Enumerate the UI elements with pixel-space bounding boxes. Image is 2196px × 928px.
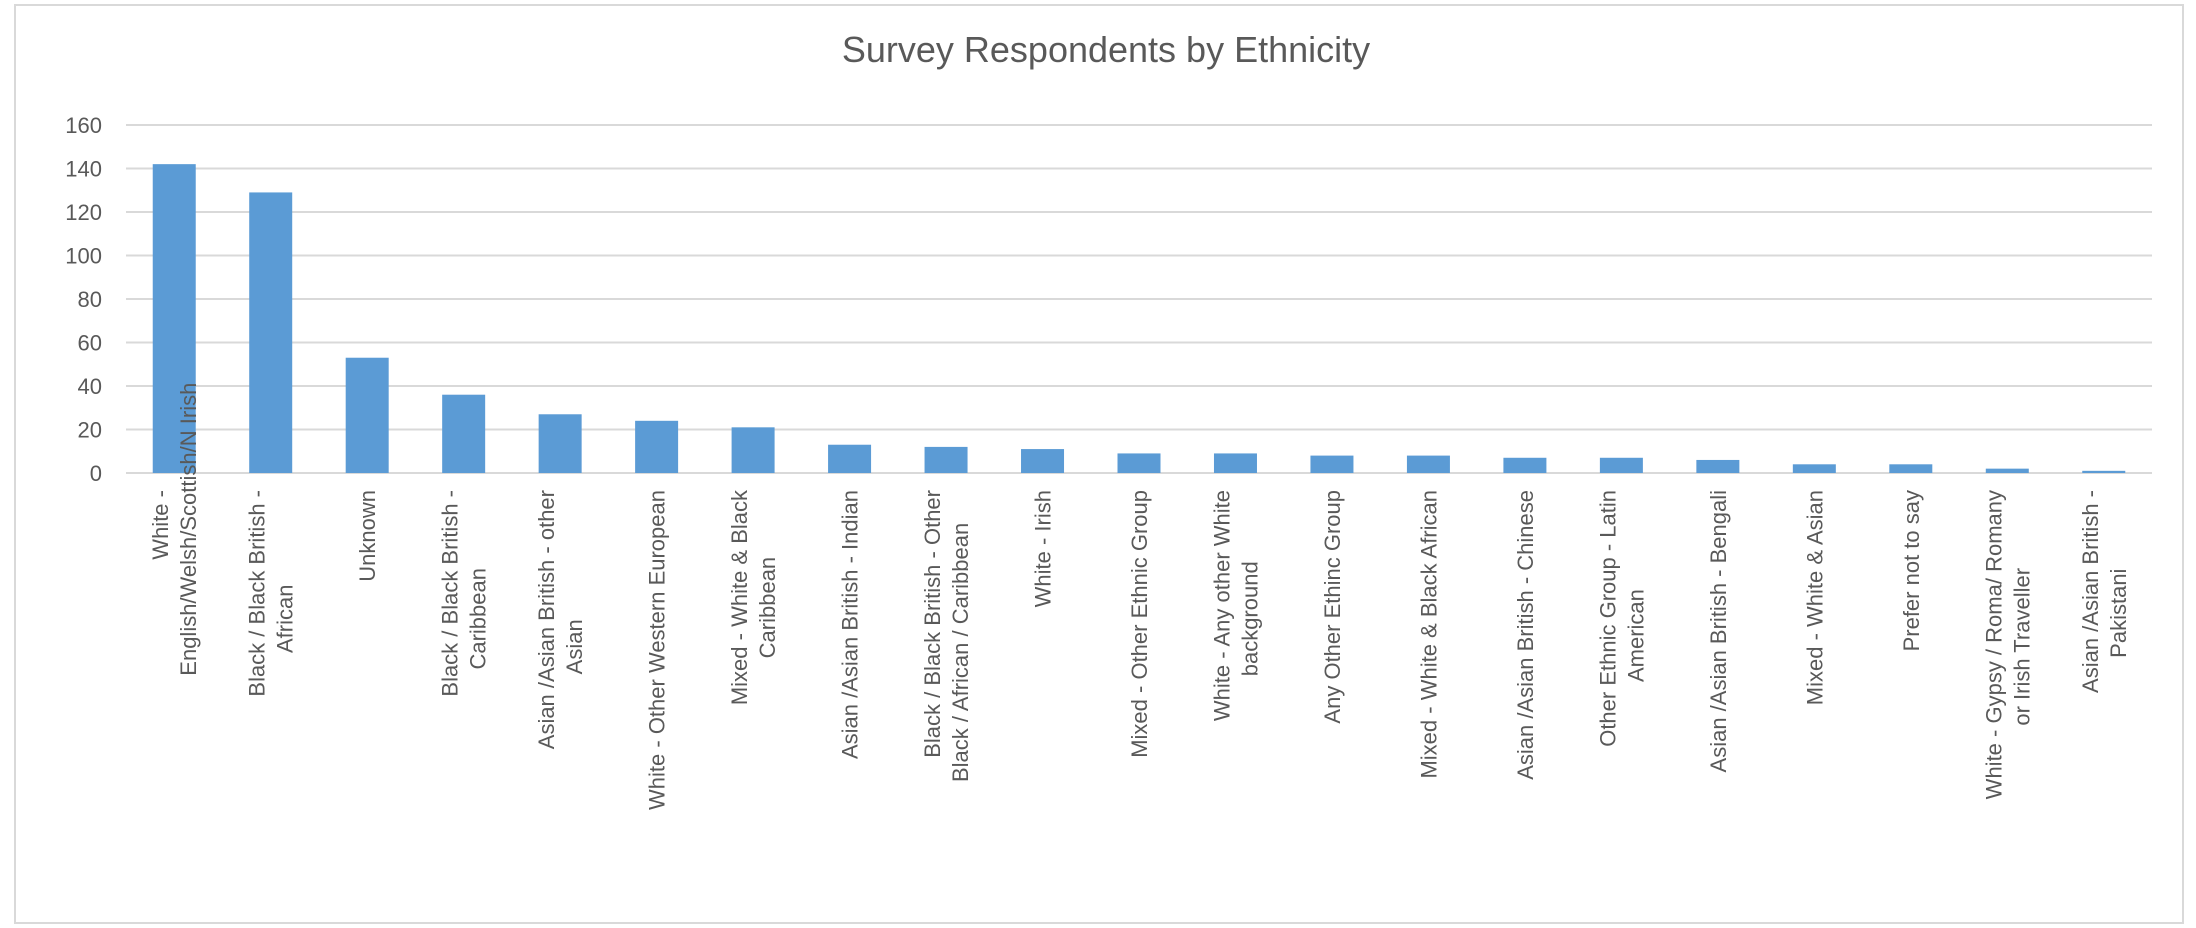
- y-tick-label: 60: [78, 331, 102, 356]
- x-tick-label: Mixed - White & Black Caribbean: [727, 489, 780, 705]
- bar: [731, 427, 775, 473]
- bar: [2082, 470, 2126, 473]
- x-tick-label: Prefer not to say: [1899, 490, 1924, 651]
- x-tick-label: Mixed - White & Black African: [1416, 490, 1441, 779]
- y-tick-label: 0: [90, 461, 102, 486]
- x-tick-label: Unknown: [355, 490, 380, 582]
- x-tick-label: Black / Black British - Other Black / Afr…: [920, 490, 973, 782]
- bar: [1792, 464, 1836, 473]
- bar-chart: Survey Respondents by Ethnicity 0 20 40 60 8…: [65, 29, 2152, 810]
- x-tick-label: Black / Black British - African: [245, 490, 298, 697]
- bar: [1503, 457, 1547, 473]
- bar: [828, 444, 872, 473]
- bar: [1889, 464, 1933, 473]
- y-tick-label: 80: [78, 287, 102, 312]
- bar: [924, 446, 968, 473]
- x-tick-label: Mixed - White & Asian: [1802, 490, 1827, 705]
- x-tick-label: White - Any other White background: [1209, 490, 1262, 721]
- bar: [1985, 468, 2029, 473]
- bar: [635, 420, 679, 473]
- y-tick-label: 20: [78, 418, 102, 443]
- x-tick-label: Asian /Asian British - other Asian: [534, 490, 587, 749]
- bar: [249, 192, 293, 474]
- y-tick-label: 120: [65, 200, 102, 225]
- chart-title: Survey Respondents by Ethnicity: [842, 29, 1370, 70]
- bar: [1310, 455, 1354, 473]
- bar: [442, 394, 486, 473]
- y-tick-label: 40: [78, 374, 102, 399]
- x-tick-label: White - Gypsy / Roma/ Romany or Irish Tra…: [1981, 490, 2034, 799]
- bar: [1021, 449, 1065, 473]
- y-tick-label: 160: [65, 113, 102, 138]
- x-tick-label: Other Ethnic Group - Latin American: [1595, 490, 1648, 747]
- x-axis-category-labels: White - English/Welsh/Scottish/N Irish Bla…: [148, 383, 2131, 810]
- bars: [152, 164, 2126, 474]
- y-axis-ticks: 0 20 40 60 80 100 120 140 160: [65, 113, 102, 486]
- bar: [1213, 453, 1257, 473]
- y-tick-label: 140: [65, 157, 102, 182]
- y-tick-label: 100: [65, 244, 102, 269]
- bar: [152, 164, 196, 473]
- x-tick-label: Mixed - Other Ethnic Group: [1127, 490, 1152, 758]
- gridlines: [126, 124, 2152, 474]
- bar: [538, 414, 582, 473]
- x-tick-label: Black / Black British - Caribbean: [438, 490, 491, 697]
- x-tick-label: Any Other Ethinc Group: [1320, 490, 1345, 724]
- x-tick-label: White - English/Welsh/Scottish/N Irish: [148, 383, 201, 676]
- x-tick-label: Asian /Asian British - Pakistani: [2078, 490, 2131, 693]
- x-tick-label: Asian /Asian British - Chinese: [1513, 490, 1538, 780]
- bar: [1599, 457, 1643, 473]
- x-tick-label: Asian /Asian British - Bengali: [1706, 490, 1731, 772]
- bar: [1406, 455, 1450, 473]
- bar: [1117, 453, 1161, 473]
- bar: [1696, 459, 1740, 473]
- bar: [345, 357, 389, 473]
- x-tick-label: Asian /Asian British - Indian: [838, 490, 863, 759]
- chart-frame: Survey Respondents by Ethnicity 0 20 40 60 8…: [14, 4, 2184, 924]
- x-tick-label: White - Other Western European: [645, 490, 670, 810]
- x-tick-label: White - Irish: [1031, 490, 1056, 607]
